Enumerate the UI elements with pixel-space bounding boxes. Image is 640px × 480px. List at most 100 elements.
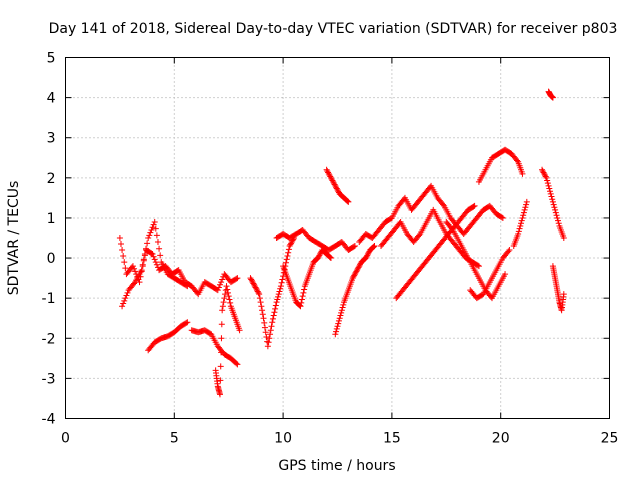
data-point — [356, 263, 363, 270]
data-point — [328, 176, 335, 183]
data-point — [539, 168, 546, 175]
data-point — [183, 319, 190, 326]
data-point — [263, 333, 270, 340]
data-point — [223, 283, 230, 290]
data-point — [336, 315, 343, 322]
data-point — [275, 291, 282, 298]
data-point — [326, 172, 333, 179]
data-point — [327, 174, 334, 181]
data-point — [515, 228, 522, 235]
data-point — [541, 170, 548, 177]
data-point — [317, 251, 324, 258]
y-tick-label: -3 — [42, 371, 56, 387]
x-tick-label: 0 — [61, 431, 70, 447]
data-point — [116, 235, 123, 241]
data-point — [547, 190, 554, 197]
data-point — [324, 168, 331, 175]
data-point — [140, 256, 147, 263]
y-tick-label: -2 — [42, 331, 56, 347]
data-point — [298, 296, 305, 303]
data-point — [334, 323, 341, 330]
series-trace-s — [549, 263, 567, 314]
data-point — [119, 247, 126, 254]
data-point — [351, 271, 358, 278]
data-point — [183, 282, 190, 289]
data-point — [224, 289, 231, 296]
series-trace-r — [539, 166, 567, 241]
data-point — [506, 247, 513, 254]
data-point — [554, 214, 561, 221]
data-point — [152, 225, 159, 232]
data-point — [514, 157, 521, 164]
data-point — [553, 212, 560, 219]
data-point — [523, 201, 530, 208]
data-point — [218, 321, 225, 328]
data-point — [225, 293, 232, 300]
data-point — [217, 363, 224, 370]
data-point — [440, 201, 447, 208]
data-point — [276, 288, 283, 295]
data-points — [116, 88, 567, 398]
series-trace-d — [188, 327, 241, 368]
data-point — [268, 323, 275, 330]
data-point — [499, 214, 506, 221]
data-point — [233, 360, 240, 367]
data-point — [351, 243, 358, 250]
data-point — [257, 299, 264, 306]
data-point — [256, 291, 263, 298]
data-point — [248, 277, 255, 284]
data-point — [547, 188, 554, 195]
series-trace-q — [510, 198, 530, 250]
data-point — [340, 301, 347, 308]
data-point — [544, 177, 551, 184]
data-point — [338, 309, 345, 316]
series-trace-e — [212, 283, 243, 398]
data-point — [502, 271, 509, 278]
data-point — [350, 243, 357, 250]
data-point — [259, 311, 266, 318]
data-point — [288, 239, 295, 246]
data-point — [505, 248, 512, 255]
data-point — [247, 275, 254, 282]
data-point — [285, 246, 292, 253]
data-point — [296, 302, 303, 309]
data-point — [343, 197, 350, 204]
x-tick-label: 5 — [170, 431, 179, 447]
data-point — [277, 285, 284, 292]
series-trace-p — [475, 146, 526, 185]
data-point — [539, 166, 546, 173]
data-point — [149, 224, 156, 231]
data-point — [184, 283, 191, 290]
data-point — [316, 252, 323, 259]
data-point — [151, 256, 158, 263]
data-point — [259, 307, 266, 314]
data-point — [218, 349, 225, 356]
data-point — [122, 295, 129, 302]
data-point — [364, 252, 371, 259]
data-point — [364, 251, 371, 258]
data-point — [214, 287, 221, 294]
data-point — [370, 244, 377, 251]
data-point — [285, 249, 292, 256]
data-point — [138, 267, 145, 274]
data-point — [297, 303, 304, 310]
data-point — [323, 166, 330, 173]
data-point — [551, 204, 558, 211]
data-point — [333, 184, 340, 191]
data-point — [252, 284, 259, 291]
data-point — [220, 299, 227, 306]
data-point — [337, 312, 344, 319]
data-point — [274, 296, 281, 303]
data-point — [120, 300, 127, 307]
data-point — [353, 268, 360, 275]
data-point — [275, 293, 282, 300]
data-point — [144, 240, 151, 247]
data-point — [267, 327, 274, 334]
data-point — [255, 289, 262, 296]
data-point — [249, 279, 256, 286]
series-trace-m — [393, 202, 478, 302]
data-point — [552, 206, 559, 213]
series-trace-n — [443, 218, 509, 302]
data-point — [300, 289, 307, 296]
data-point — [226, 296, 233, 303]
